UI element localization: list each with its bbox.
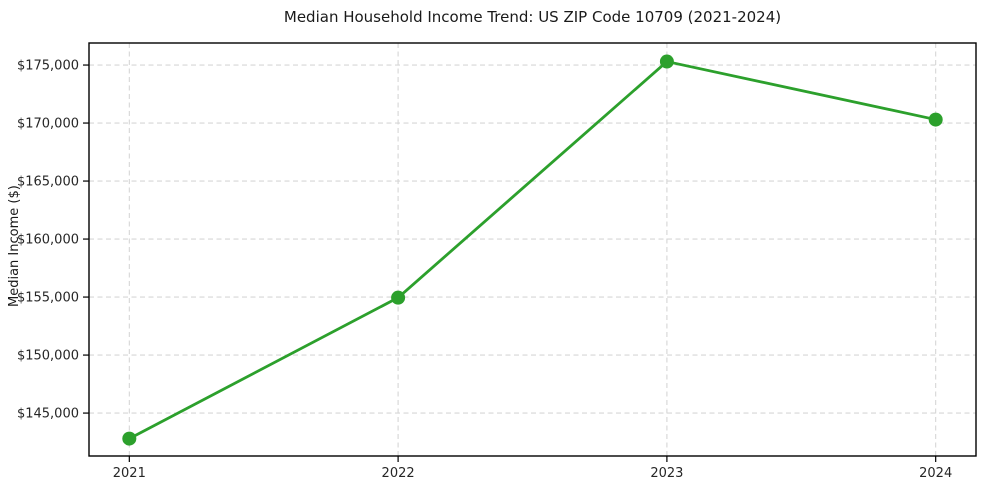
y-tick-label: $170,000 [17,117,79,132]
trend-line [127,60,938,440]
y-tick-label: $155,000 [17,291,79,306]
x-tick-label: 2023 [650,466,683,481]
data-point-2021 [122,431,137,446]
x-tick-label: 2021 [113,466,146,481]
plot-border [88,42,977,457]
x-tick-label: 2022 [382,466,415,481]
y-tick-label: $160,000 [17,233,79,248]
x-tick-label: 2024 [919,466,952,481]
y-tick-label: $145,000 [17,407,79,422]
data-point-2022 [391,290,406,305]
data-point-2023 [659,54,674,69]
y-tick-label: $165,000 [17,175,79,190]
data-point-2024 [928,112,943,127]
y-tick-label: $175,000 [17,59,79,74]
chart-title: Median Household Income Trend: US ZIP Co… [283,8,782,26]
y-tick-label: $150,000 [17,349,79,364]
